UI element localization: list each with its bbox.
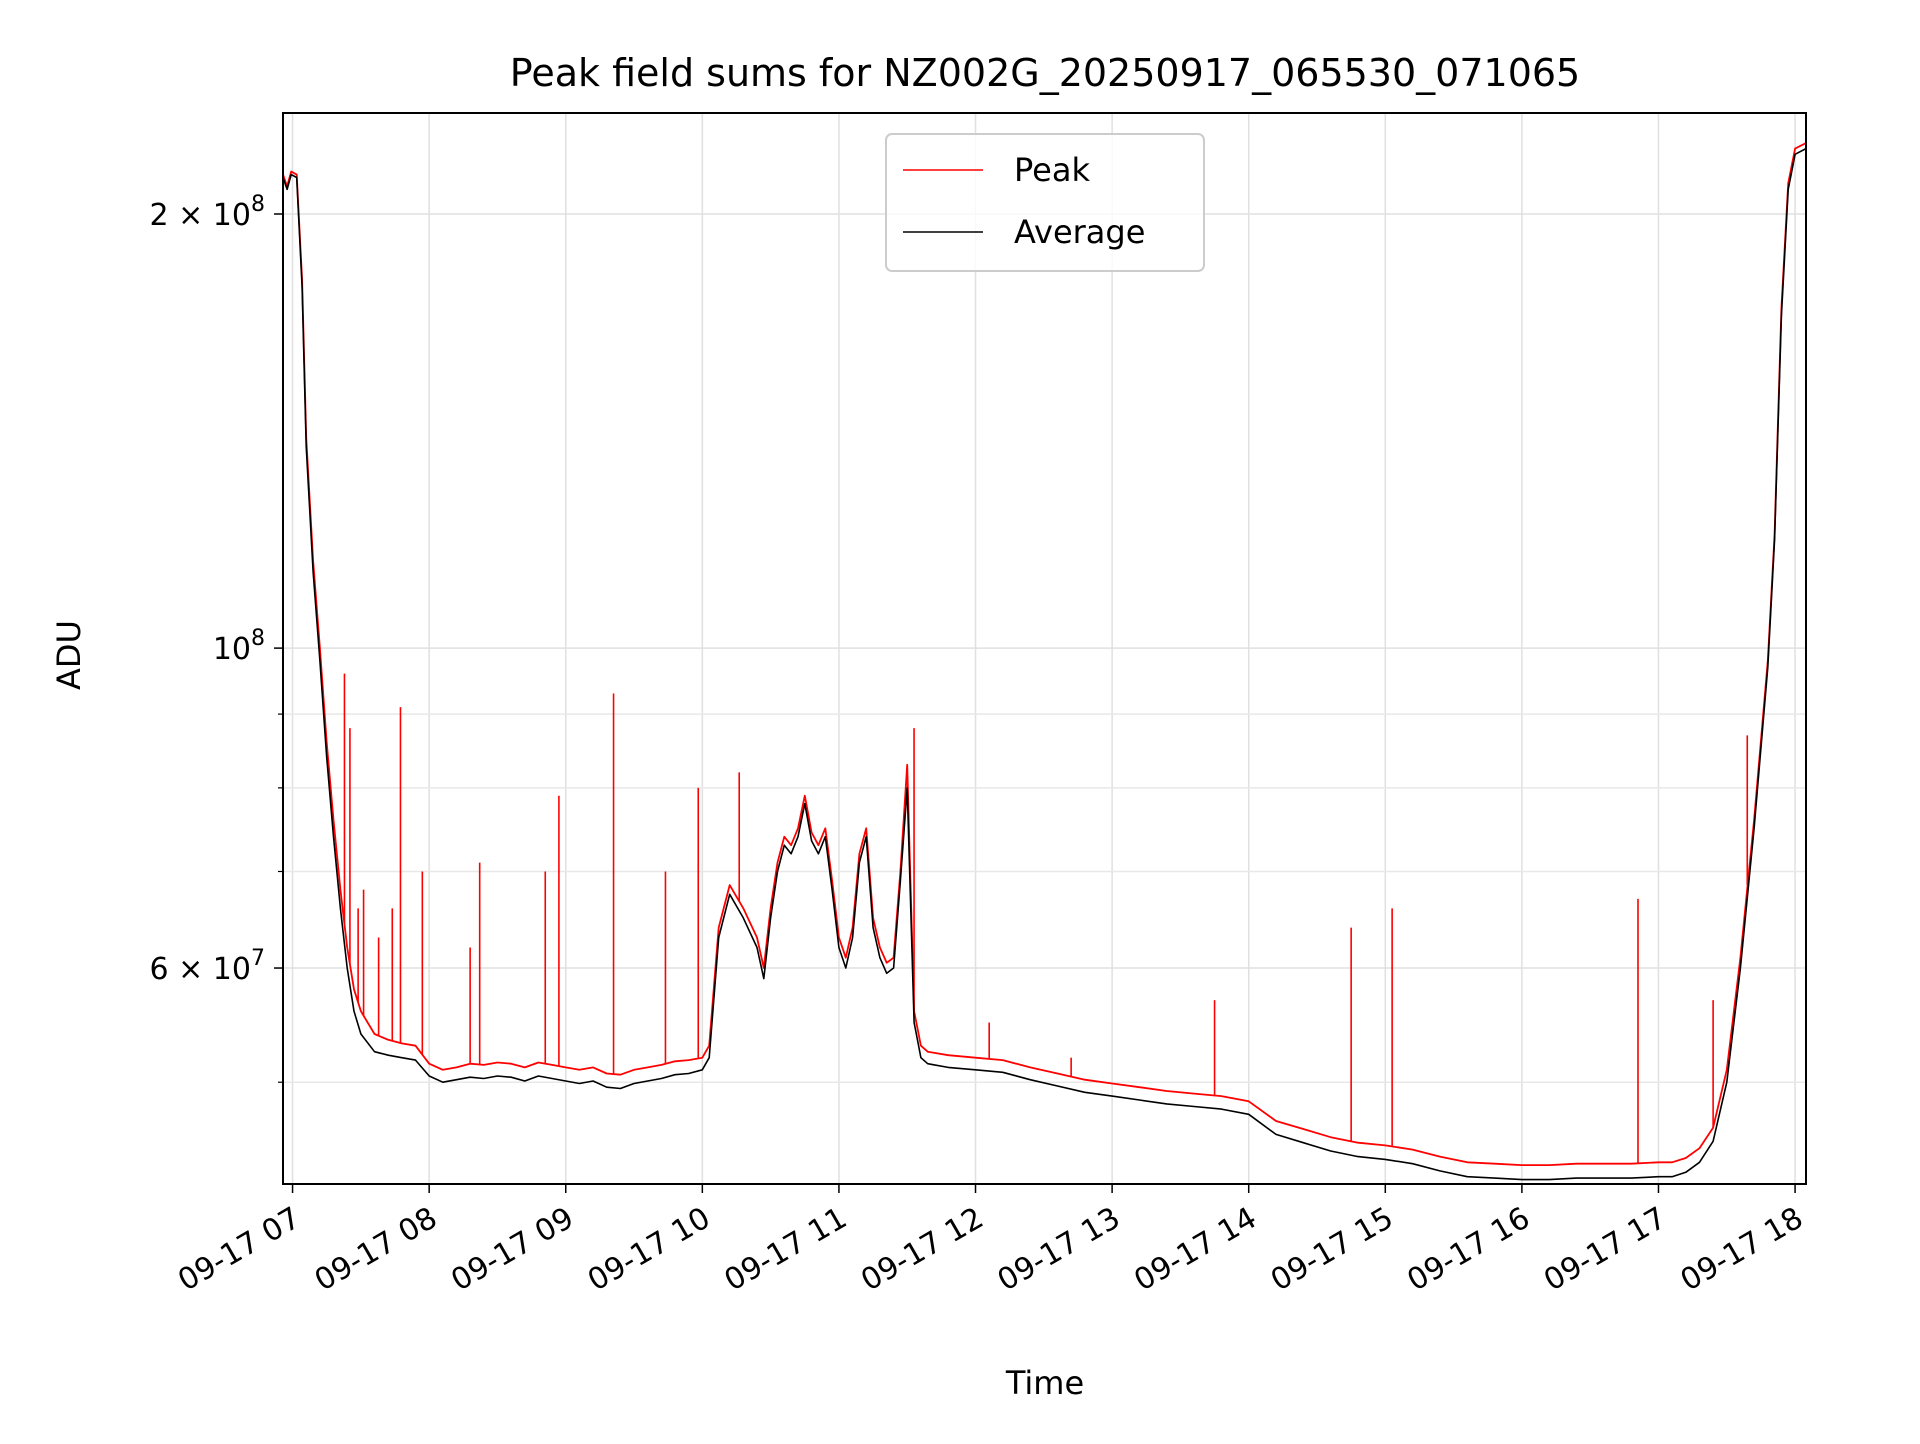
y-tick-exponent: 8 xyxy=(251,192,265,217)
legend: Peak Average xyxy=(885,133,1205,272)
y-tick-label: 6 × 107 xyxy=(150,946,265,987)
x-axis-label: Time xyxy=(1005,1364,1084,1402)
series-layer xyxy=(283,142,1806,1181)
legend-average-label: Average xyxy=(1014,213,1145,251)
y-tick-exponent: 7 xyxy=(251,946,265,971)
legend-box xyxy=(885,133,1205,272)
legend-peak-label: Peak xyxy=(1014,151,1090,189)
grid-layer xyxy=(283,113,1806,1184)
y-tick-mantissa: 6 × 10 xyxy=(150,952,251,987)
y-tick-exponent: 8 xyxy=(251,626,265,651)
y-tick-label: 2 × 108 xyxy=(150,192,265,233)
y-tick-label: 108 xyxy=(213,626,265,667)
series-line-average xyxy=(283,147,1806,1181)
series-line-peak xyxy=(283,142,1806,1166)
y-tick-mantissa: 2 × 10 xyxy=(150,198,251,233)
y-tick-mantissa: 10 xyxy=(213,632,251,667)
y-axis-label: ADU xyxy=(50,620,88,690)
chart-title: Peak field sums for NZ002G_20250917_0655… xyxy=(510,51,1580,95)
